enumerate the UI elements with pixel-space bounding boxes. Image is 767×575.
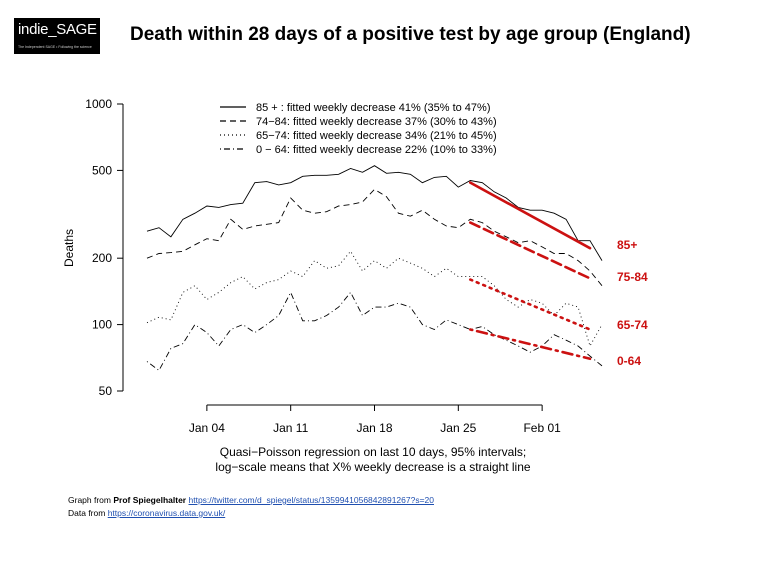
x-axis-label-line1: Quasi−Poisson regression on last 10 days… (220, 445, 527, 459)
fit-line-75-84 (468, 221, 592, 280)
end-label-0-64: 0-64 (617, 354, 641, 368)
page-title: Death within 28 days of a positive test … (130, 24, 691, 45)
x-axis: Jan 04 Jan 11 Jan 18 Jan 25 Feb 01 (189, 404, 561, 435)
legend-label-65-74: 65−74: fitted weekly decrease 34% (21% t… (256, 130, 497, 142)
end-label-75-84: 75-84 (617, 270, 648, 284)
y-axis: 50 100 200 500 1000 (85, 97, 124, 398)
x-axis-label-line2: log−scale means that X% weekly decrease … (215, 460, 530, 474)
end-label-85+: 85+ (617, 238, 637, 252)
fit-line-65-74 (468, 278, 592, 331)
legend-label-0-64: 0 − 64: fitted weekly decrease 22% (10% … (256, 144, 497, 156)
x-tick-label: Jan 11 (273, 421, 308, 435)
x-tick-label: Jan 04 (189, 421, 225, 435)
series-layer (146, 165, 603, 372)
graph-credit-link[interactable]: https://twitter.com/d_spiegel/status/135… (188, 495, 435, 505)
x-tick-label: Feb 01 (523, 421, 561, 435)
legend-label-75-84: 74−84: fitted weekly decrease 37% (30% t… (256, 116, 497, 128)
y-axis-label: Deaths (62, 229, 76, 267)
fit-line-0-64 (468, 328, 592, 361)
y-tick-label: 500 (92, 163, 112, 177)
y-tick-label: 50 (99, 384, 113, 398)
y-tick-label: 1000 (85, 97, 112, 111)
graph-credit: Graph from Prof Spiegelhalter https://tw… (68, 495, 434, 505)
data-credit: Data from https://coronavirus.data.gov.u… (68, 508, 225, 518)
logo-name: indie_SAGE (18, 21, 97, 38)
legend: 85 + : fitted weekly decrease 41% (35% t… (220, 102, 497, 156)
fit-line-85+ (468, 181, 592, 250)
x-tick-label: Jan 18 (356, 421, 392, 435)
indie-sage-logo: indie_SAGE The Independent SAGE • Follow… (14, 18, 100, 54)
graph-credit-author: Prof Spiegelhalter (113, 495, 187, 505)
series-line-85+ (146, 165, 603, 261)
y-tick-label: 100 (92, 318, 112, 332)
series-line-65-74 (146, 250, 603, 348)
logo-tagline: The Independent SAGE • Following the sci… (18, 45, 92, 49)
y-tick-label: 200 (92, 251, 112, 265)
series-line-0-64 (146, 291, 603, 372)
graph-credit-prefix: Graph from (68, 495, 111, 505)
x-tick-label: Jan 25 (440, 421, 476, 435)
data-credit-prefix: Data from (68, 508, 106, 518)
fit-layer (468, 181, 592, 361)
data-credit-link[interactable]: https://coronavirus.data.gov.uk/ (107, 508, 226, 518)
end-labels: 85+ 75-84 65-74 0-64 (617, 238, 648, 368)
legend-label-85+: 85 + : fitted weekly decrease 41% (35% t… (256, 102, 491, 114)
series-line-75-84 (146, 188, 603, 286)
end-label-65-74: 65-74 (617, 318, 648, 332)
